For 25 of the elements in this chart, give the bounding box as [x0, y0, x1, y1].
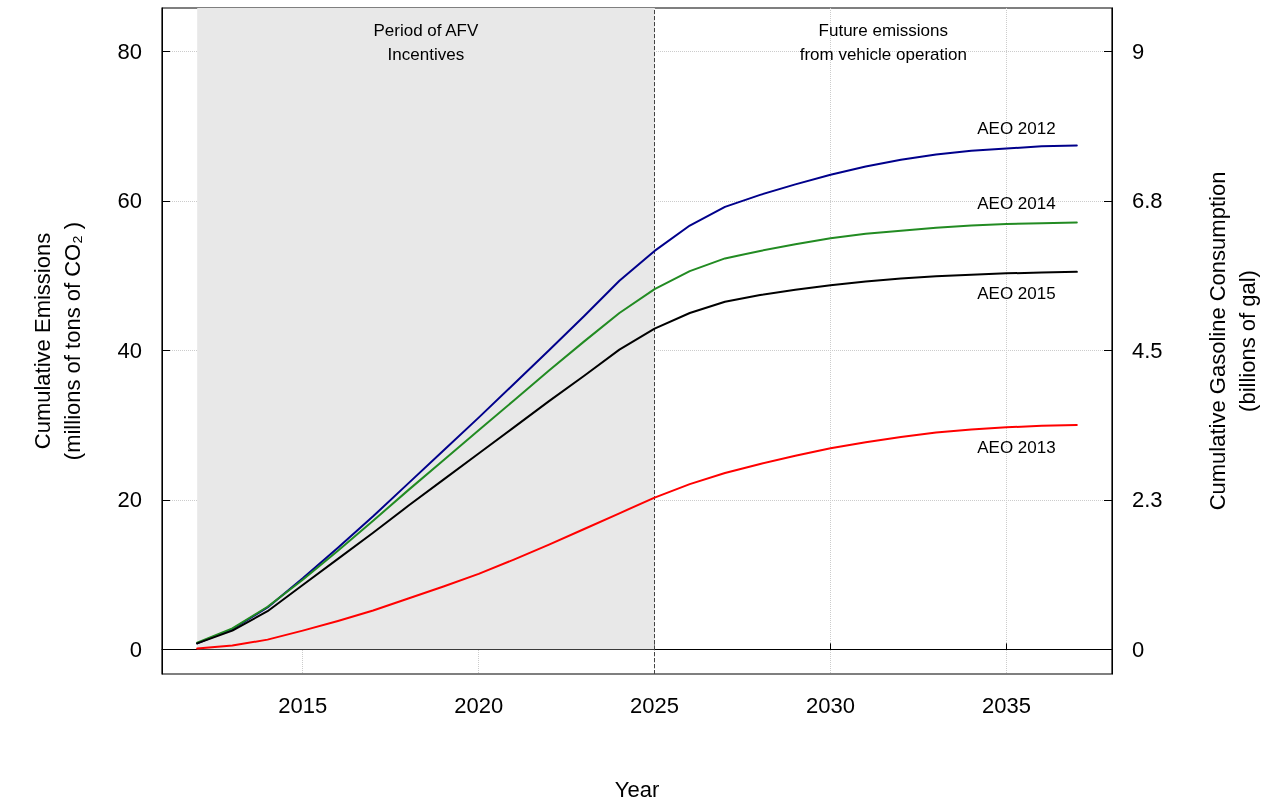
- y-axis-title: Cumulative Emissions (millions of tons of CO₂ ): [29, 221, 85, 461]
- x-tick-label: 2025: [630, 692, 680, 718]
- y2-axis-title: Cumulative Gasoline Consumption (billions of gal): [1204, 171, 1260, 511]
- y-tick-label: 20: [117, 487, 142, 513]
- band-label: Period of AFV Incentives: [373, 20, 479, 64]
- x-tick-label: 2015: [278, 692, 328, 718]
- y2-tick-label: 4.5: [1132, 337, 1163, 363]
- y2-tick-label: 9: [1132, 38, 1145, 64]
- series-label: AEO 2015: [977, 284, 1056, 304]
- x-tick-label: 2020: [454, 692, 504, 718]
- x-tick-label: 2030: [806, 692, 855, 718]
- y2-tick-label: 6.8: [1132, 188, 1163, 214]
- series-label: AEO 2014: [977, 194, 1056, 214]
- y-tick-label: 0: [129, 636, 142, 662]
- y-tick-label: 40: [117, 337, 142, 363]
- y2-tick-label: 0: [1132, 636, 1145, 662]
- annotation: Future emissions from vehicle operation: [799, 20, 967, 64]
- x-tick-label: 2035: [981, 692, 1031, 718]
- x-axis-title: Year: [614, 776, 660, 802]
- line-series: [196, 424, 1078, 650]
- series-label: AEO 2013: [977, 438, 1056, 458]
- series-label: AEO 2012: [977, 118, 1056, 138]
- y-tick-label: 60: [117, 188, 142, 214]
- y-tick-label: 80: [117, 38, 142, 64]
- y2-tick-label: 2.3: [1132, 487, 1163, 513]
